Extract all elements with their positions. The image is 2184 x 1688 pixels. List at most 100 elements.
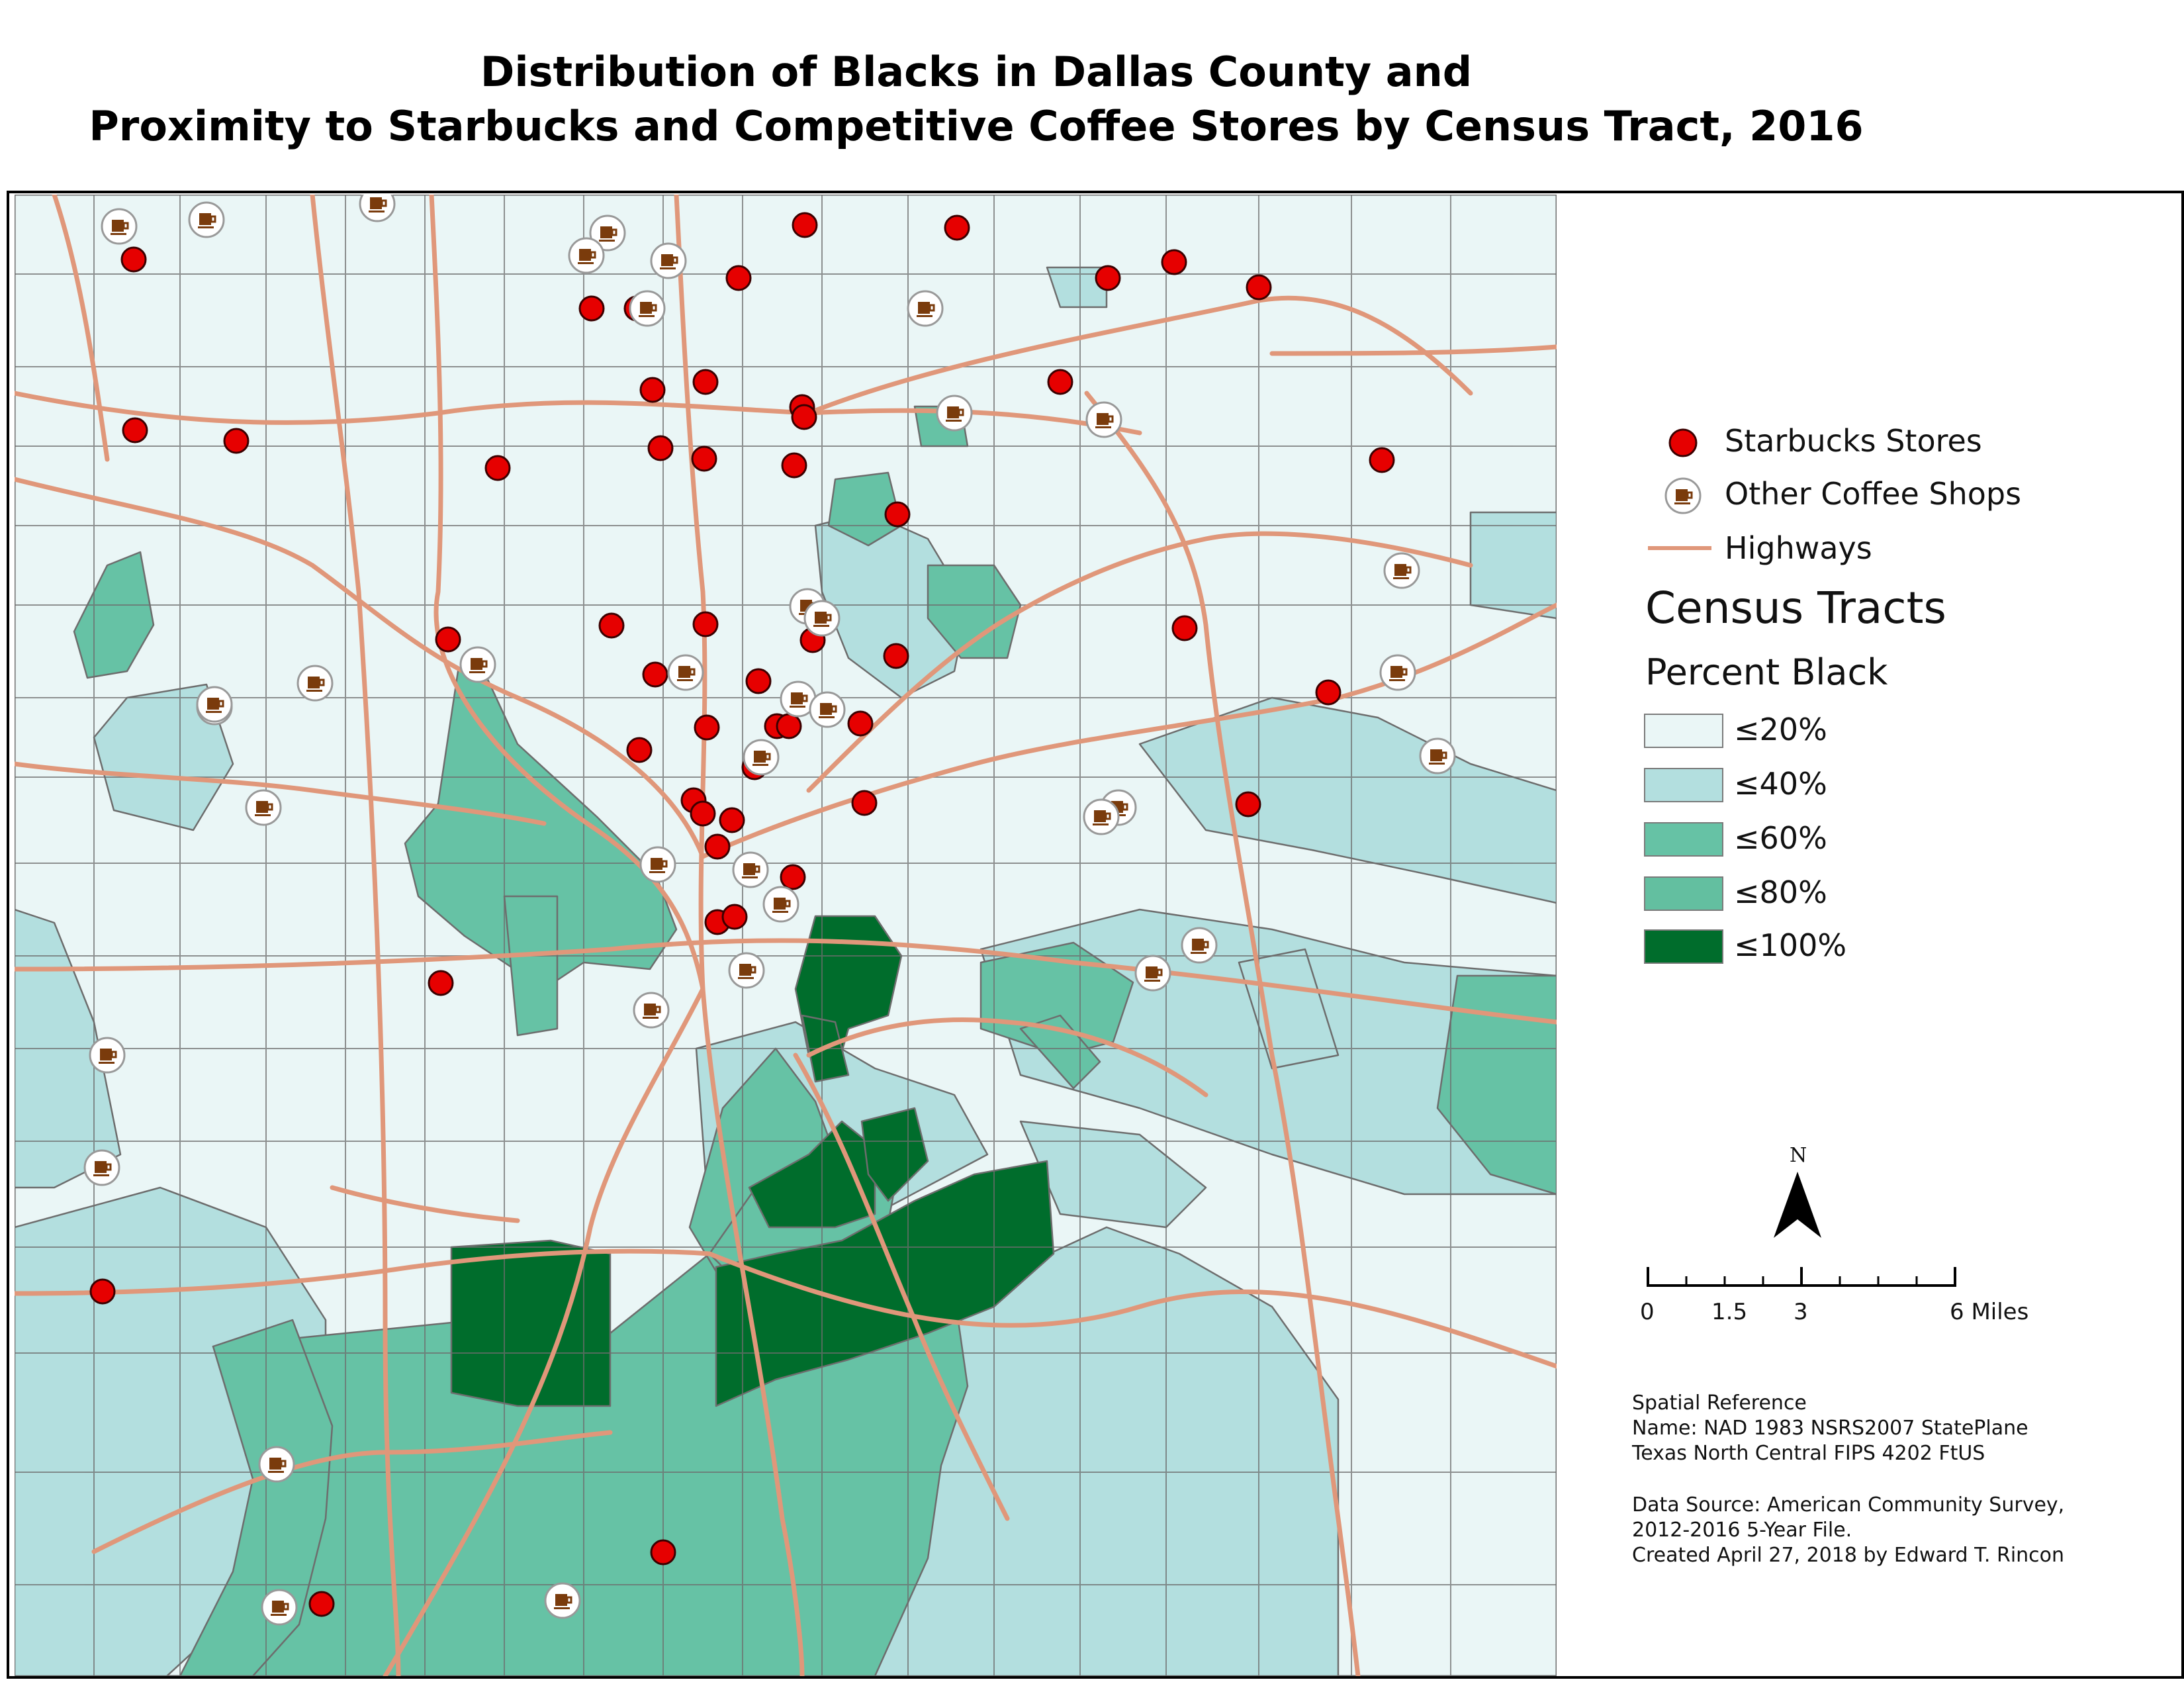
starbucks-marker (745, 668, 772, 694)
coffee-shop-icon (459, 646, 496, 683)
tract-40-south-east-2 (1019, 1120, 1207, 1229)
coffee-shop-icon (296, 665, 334, 702)
coffee-shop-icon (261, 1589, 298, 1626)
data-source-line-2: 2012-2016 5-Year File. (1632, 1519, 1852, 1542)
legend-highways-label: Highways (1725, 530, 1872, 566)
legend-class-60: ≤60% (1734, 820, 1827, 856)
north-arrow-icon (1774, 1172, 1821, 1238)
starbucks-marker (847, 710, 874, 737)
tract-40-northeast-3 (1046, 266, 1108, 308)
coffee-shop-icon (809, 691, 846, 728)
legend-class-100: ≤100% (1734, 927, 1847, 963)
starbucks-marker (780, 864, 806, 890)
coffee-shop-icon (1419, 737, 1456, 774)
tract-80-northeast-1 (979, 941, 1134, 1056)
starbucks-marker (1369, 447, 1395, 473)
starbucks-marker (1171, 615, 1198, 641)
coffee-shop-icon (245, 789, 282, 826)
coffee-shop-icon (1083, 798, 1120, 835)
starbucks-marker (642, 661, 668, 688)
starbucks-marker (692, 369, 719, 395)
starbucks-marker (884, 501, 911, 528)
tract-80-east (1436, 974, 1557, 1196)
tract-80-central-west (503, 895, 559, 1037)
legend-class-80: ≤80% (1734, 874, 1827, 910)
legend-starbucks-label: Starbucks Stores (1725, 423, 1982, 459)
starbucks-marker (1095, 265, 1121, 291)
north-label: N (1790, 1144, 1807, 1167)
map-title-line-1: Distribution of Blacks in Dallas County … (480, 48, 1473, 96)
highway-network (15, 195, 1557, 1676)
coffee-shop-icon (196, 686, 233, 723)
starbucks-marker (647, 435, 674, 461)
starbucks-marker (792, 212, 818, 238)
spatial-reference-name: Name: NAD 1983 NSRS2007 StatePlane (1632, 1417, 2028, 1440)
starbucks-marker (690, 800, 716, 827)
highway-legend-line (1648, 546, 1711, 550)
map-title-line-2: Proximity to Starbucks and Competitive C… (89, 102, 1864, 150)
coffee-shop-icon (1134, 955, 1171, 992)
scale-label-3: 3 (1794, 1299, 1808, 1325)
legend-swatch-60 (1644, 822, 1723, 857)
starbucks-marker (704, 833, 731, 860)
starbucks-marker (650, 1539, 676, 1566)
starbucks-marker (1235, 791, 1261, 818)
coffee-shop-icon (1181, 927, 1218, 964)
starbucks-marker (1246, 274, 1272, 301)
starbucks-marker (435, 626, 461, 653)
starbucks-marker (851, 790, 878, 816)
starbucks-marker (598, 612, 625, 639)
starbucks-marker (725, 265, 752, 291)
starbucks-marker (639, 377, 666, 403)
starbucks-marker (428, 970, 454, 996)
scale-label-1-5: 1.5 (1711, 1299, 1748, 1325)
starbucks-marker (721, 904, 748, 930)
spatial-reference-zone: Texas North Central FIPS 4202 FtUS (1632, 1442, 1985, 1465)
coffee-shop-icon (629, 290, 666, 327)
coffee-shop-icon (359, 195, 396, 222)
tract-100-south-east (715, 1160, 1055, 1407)
coffee-shop-icon (907, 290, 944, 327)
coffee-shop-icon (633, 992, 670, 1029)
coffee-shop-icon (743, 739, 780, 776)
tract-100-south-west (450, 1239, 612, 1407)
census-tracts (15, 266, 1557, 1676)
coffee-shop-icon (101, 208, 138, 245)
coffee-shop-legend-icon (1664, 477, 1702, 514)
coffee-shop-icon (667, 654, 704, 691)
scale-label-0: 0 (1640, 1299, 1655, 1325)
scale-label-6-miles: 6 Miles (1950, 1299, 2029, 1325)
legend-swatch-100 (1644, 929, 1723, 964)
starbucks-marker (626, 737, 653, 763)
coffee-shop-icon (188, 201, 225, 238)
starbucks-marker (944, 214, 970, 241)
coffee-shop-icon (83, 1149, 120, 1186)
starbucks-marker (578, 295, 605, 322)
coffee-shop-icon (589, 214, 626, 252)
coffee-shop-icon (639, 846, 676, 883)
spatial-reference-heading: Spatial Reference (1632, 1391, 1807, 1415)
starbucks-legend-icon (1668, 428, 1698, 457)
starbucks-marker (484, 455, 511, 481)
starbucks-marker (791, 404, 817, 430)
legend-swatch-40 (1644, 768, 1723, 802)
tract-80-southwest-band (179, 1319, 334, 1676)
starbucks-marker (776, 713, 802, 739)
starbucks-marker (120, 246, 147, 273)
starbucks-stores (89, 212, 1395, 1617)
coffee-shop-icon (1383, 552, 1420, 589)
starbucks-marker (1047, 369, 1073, 395)
legend-census-tracts-heading: Census Tracts (1645, 583, 1946, 633)
starbucks-marker (1161, 249, 1187, 275)
starbucks-marker (692, 611, 719, 637)
coffee-shop-icon (762, 886, 799, 923)
legend-swatch-80 (1644, 876, 1723, 911)
coffee-shop-icon (732, 851, 769, 888)
starbucks-marker (694, 714, 720, 741)
tract-80-north (827, 471, 903, 547)
scale-bar (1647, 1267, 1956, 1287)
starbucks-marker (883, 643, 909, 669)
data-source-line-3: Created April 27, 2018 by Edward T. Rinc… (1632, 1544, 2065, 1567)
coffee-shop-icon (650, 242, 687, 279)
coffee-shop-icon (803, 600, 841, 637)
